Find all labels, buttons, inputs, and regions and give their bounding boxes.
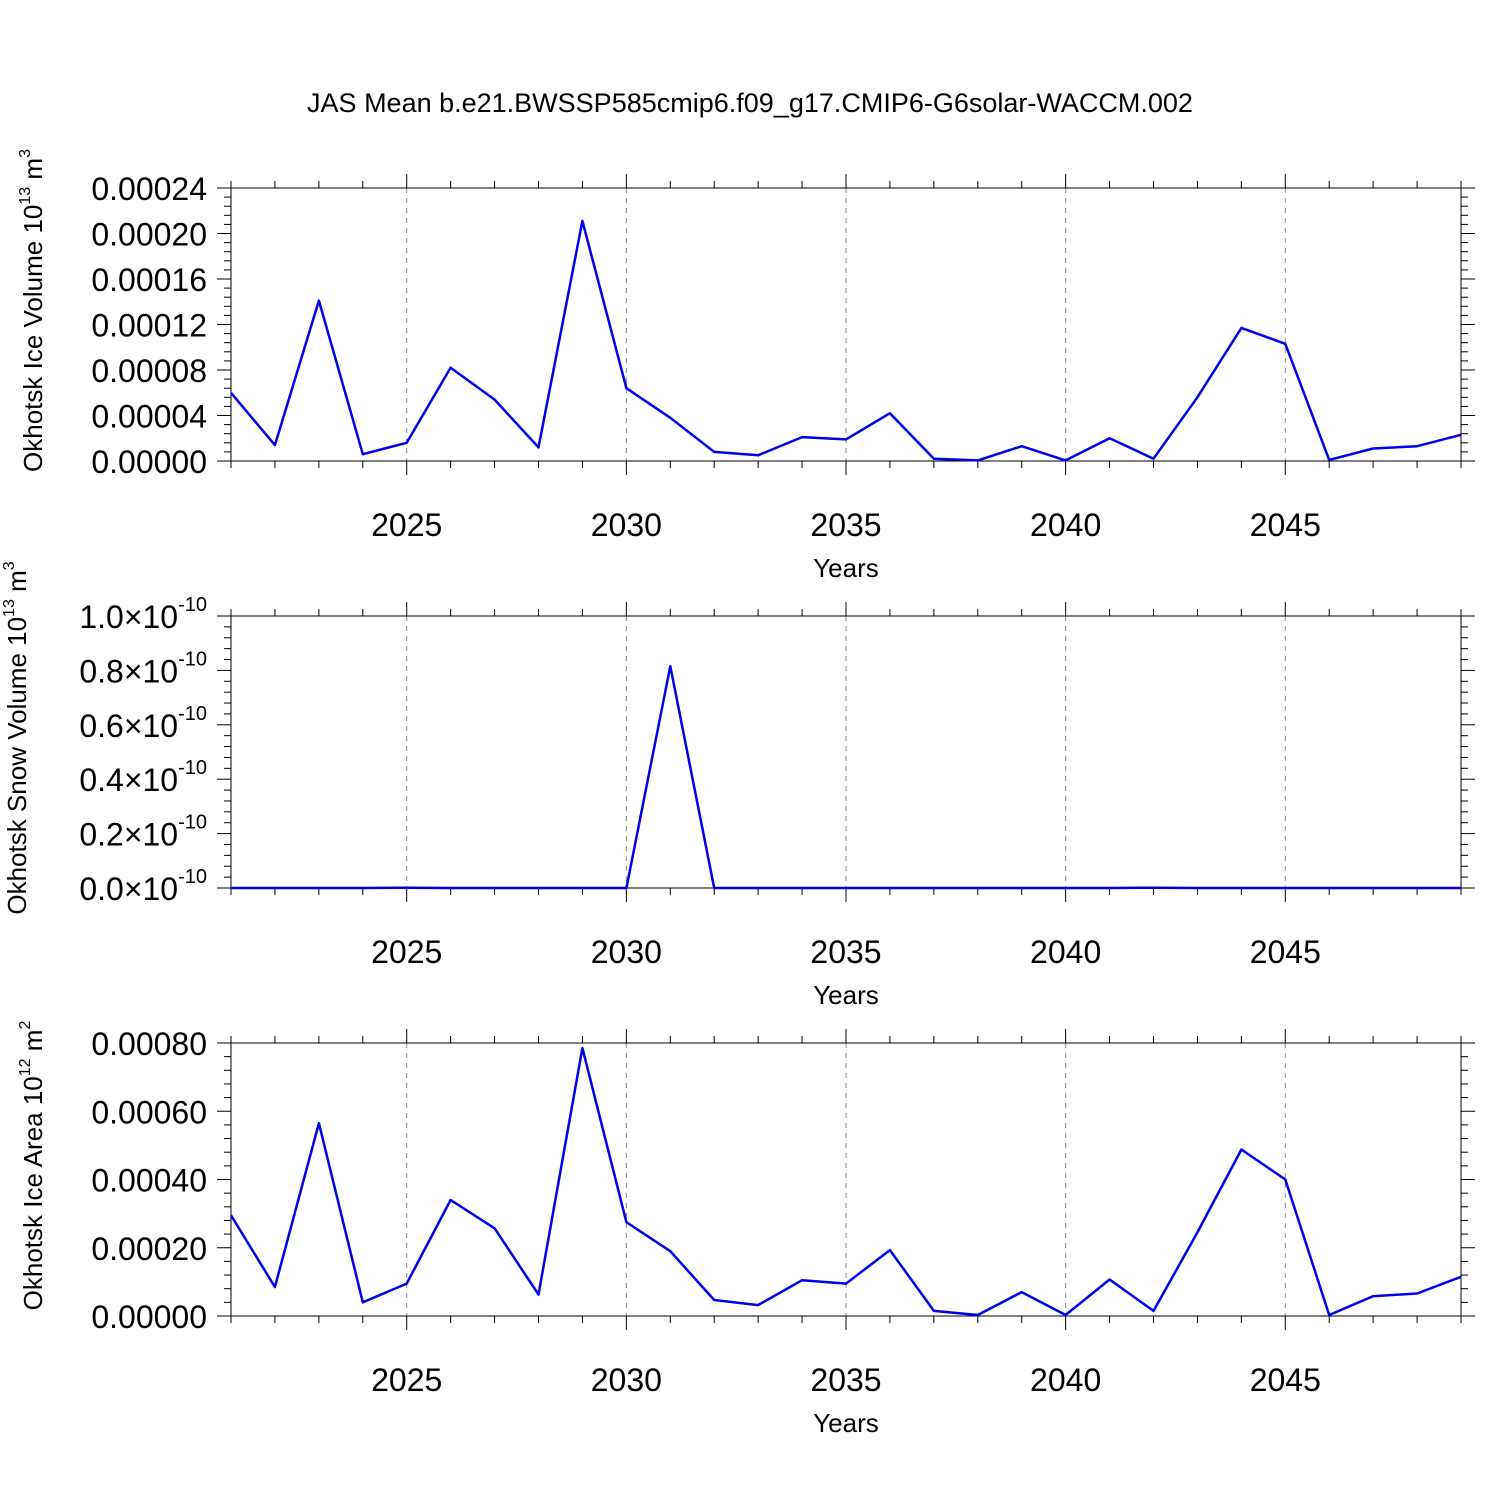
x-tick-label: 2030 <box>591 507 662 543</box>
y-tick-label: 0.0×10-10 <box>79 866 207 907</box>
figure-title: JAS Mean b.e21.BWSSP585cmip6.f09_g17.CMI… <box>307 88 1193 118</box>
y-tick-label: 0.4×10-10 <box>79 757 207 798</box>
x-tick-label: 2025 <box>371 934 442 970</box>
y-axis-label: Okhotsk Snow Volume 1013 m3 <box>1 561 32 914</box>
y-tick-label: 0.00080 <box>91 1026 207 1062</box>
y-tick-label: 0.8×10-10 <box>79 648 207 689</box>
x-tick-label: 2035 <box>810 1362 881 1398</box>
panel-2: 2025 2030 2035 2040 2045 0.0×10-10 0.2×10-10 0.… <box>1 561 1475 1010</box>
x-axis-label: Years <box>813 553 879 583</box>
y-tick-label: 0.00040 <box>91 1163 207 1199</box>
plot-frame <box>230 187 1462 462</box>
x-axis-label: Years <box>813 980 879 1010</box>
y-tick-label: 0.00016 <box>91 262 207 298</box>
x-tick-label: 2030 <box>591 934 662 970</box>
x-tick-label: 2045 <box>1250 934 1321 970</box>
y-tick-label: 0.00020 <box>91 217 207 253</box>
y-tick-label: 1.0×10-10 <box>79 594 207 635</box>
x-tick-label: 2035 <box>810 507 881 543</box>
y-tick-label: 0.00060 <box>91 1094 207 1130</box>
x-tick-label: 2040 <box>1030 934 1101 970</box>
y-tick-label: 0.2×10-10 <box>79 812 207 853</box>
y-tick-label: 0.00024 <box>91 171 207 207</box>
series-line <box>229 1046 1462 1317</box>
y-tick-label: 0.00000 <box>91 1299 207 1335</box>
y-tick-label: 0.00004 <box>91 399 207 435</box>
x-tick-label: 2045 <box>1250 1362 1321 1398</box>
y-tick-label: 0.00000 <box>91 444 207 480</box>
panel-3: 2025 2030 2035 2040 2045 0.00000 0.00020 0.0004… <box>17 1021 1475 1438</box>
y-tick-label: 0.00020 <box>91 1231 207 1267</box>
series-line <box>231 665 1461 890</box>
x-tick-label: 2025 <box>371 507 442 543</box>
series-line <box>230 219 1462 462</box>
x-tick-label: 2040 <box>1030 507 1101 543</box>
y-tick-label: 0.00012 <box>91 308 207 344</box>
x-tick-label: 2040 <box>1030 1362 1101 1398</box>
panel-1: 2025 2030 2035 2040 2045 0.00000 0.00004 0.0000… <box>17 149 1475 583</box>
y-tick-label: 0.00008 <box>91 353 207 389</box>
y-axis-label: Okhotsk Ice Volume 1013 m3 <box>17 149 48 472</box>
x-tick-label: 2025 <box>371 1362 442 1398</box>
y-tick-label: 0.6×10-10 <box>79 703 207 744</box>
x-tick-label: 2030 <box>591 1362 662 1398</box>
x-tick-label: 2045 <box>1250 507 1321 543</box>
y-axis-label: Okhotsk Ice Area 1012 m2 <box>17 1021 48 1311</box>
x-axis-label: Years <box>813 1408 879 1438</box>
x-tick-label: 2035 <box>810 934 881 970</box>
plot-frame <box>230 1042 1462 1317</box>
